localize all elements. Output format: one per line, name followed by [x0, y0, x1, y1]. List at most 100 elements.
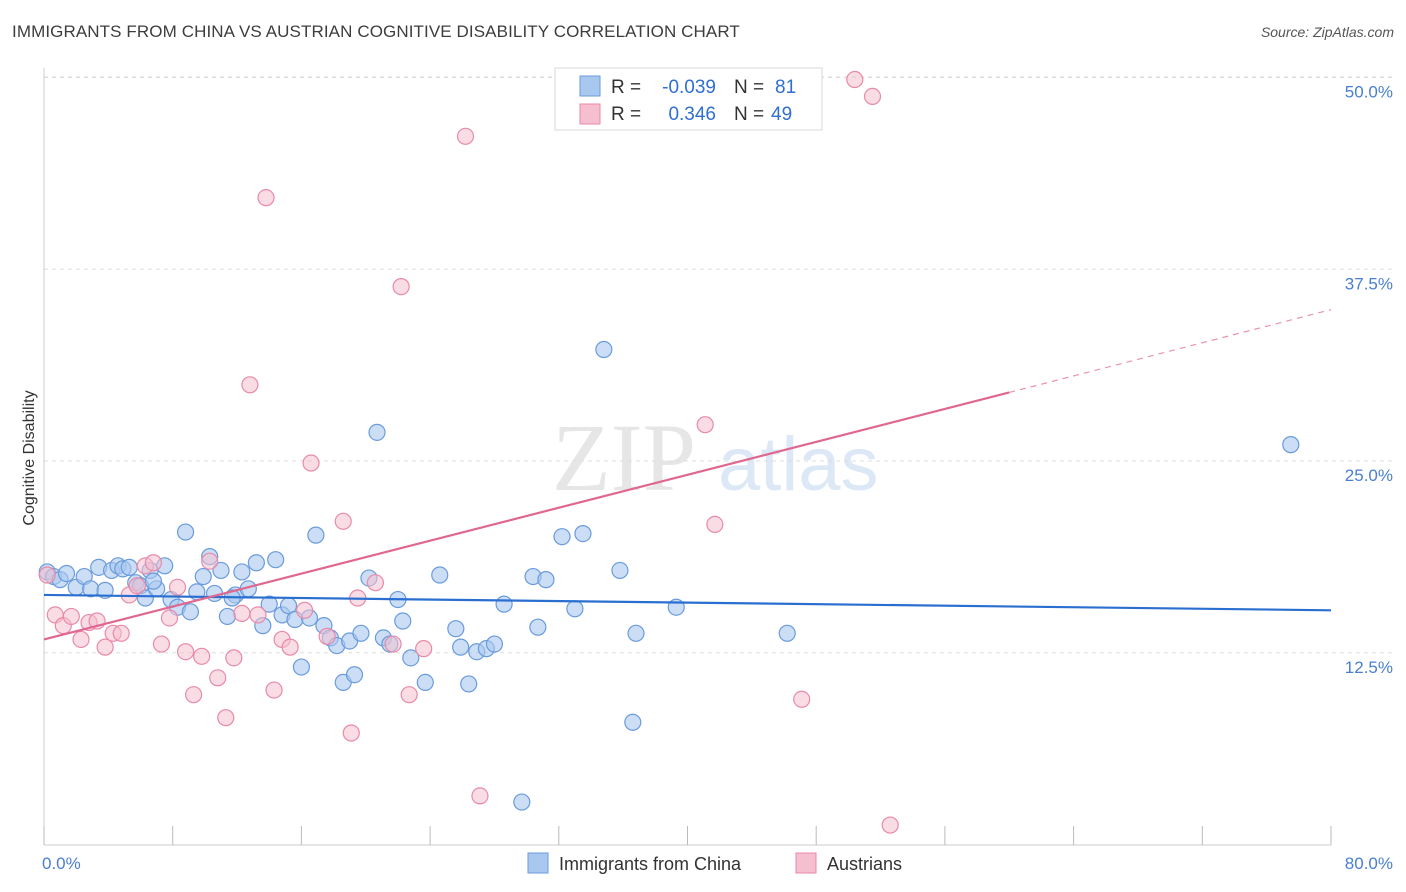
point-austrians — [185, 686, 203, 704]
stats-legend-swatch-blue — [579, 75, 601, 97]
point-austrians — [38, 566, 56, 584]
point-austrians — [456, 127, 475, 145]
stats-r-value-blue: -0.039 — [662, 77, 716, 98]
point-immigrants-from-china — [307, 526, 325, 544]
trend-line-austrians — [43, 391, 1010, 641]
point-immigrants-from-china — [218, 607, 236, 626]
point-austrians — [281, 638, 299, 656]
trend-line-austrians-extension — [1009, 309, 1332, 394]
point-immigrants-from-china — [144, 572, 162, 590]
point-immigrants-from-china — [181, 603, 199, 621]
stats-n-label-blue: N = — [734, 77, 764, 98]
point-immigrants-from-china — [1282, 436, 1300, 454]
point-immigrants-from-china — [566, 600, 584, 618]
legend-swatch-austrians — [795, 852, 817, 874]
point-immigrants-from-china — [416, 673, 434, 691]
point-austrians — [302, 454, 320, 472]
point-immigrants-from-china — [595, 340, 613, 359]
point-immigrants-from-china — [402, 649, 420, 667]
stats-r-label-blue: R = — [611, 77, 641, 98]
point-austrians — [793, 690, 811, 708]
point-austrians — [318, 627, 336, 645]
point-austrians — [366, 574, 385, 592]
point-austrians — [201, 552, 219, 570]
point-immigrants-from-china — [537, 571, 555, 589]
point-austrians — [62, 607, 80, 626]
point-immigrants-from-china — [553, 528, 571, 546]
point-austrians — [249, 606, 267, 624]
point-immigrants-from-china — [96, 581, 114, 599]
point-immigrants-from-china — [120, 558, 138, 576]
point-immigrants-from-china — [460, 675, 478, 693]
y-axis-title: Cognitive Disability — [21, 390, 38, 525]
point-austrians — [863, 87, 882, 106]
series-immigrants-from-china — [38, 340, 1300, 811]
point-austrians — [334, 512, 352, 530]
point-austrians — [696, 416, 714, 434]
point-austrians — [217, 709, 235, 727]
point-austrians — [342, 724, 360, 742]
stats-legend-swatch-pink — [579, 103, 601, 125]
point-immigrants-from-china — [627, 624, 645, 642]
point-immigrants-from-china — [345, 666, 364, 684]
y-tick-label: 25.0% — [1345, 466, 1393, 485]
point-immigrants-from-china — [233, 563, 251, 581]
point-immigrants-from-china — [485, 635, 504, 653]
point-austrians — [160, 609, 179, 627]
bottom-legend: Immigrants from China Austrians — [527, 852, 902, 874]
point-austrians — [265, 681, 283, 699]
trend-line-immigrants-from-china — [43, 593, 1332, 612]
source-label: Source: ZipAtlas.com — [1260, 24, 1394, 40]
point-immigrants-from-china — [260, 595, 278, 613]
point-austrians — [168, 578, 187, 596]
tick-labels: 12.5% 25.0% 37.5% 50.0% 0.0% 80.0% — [42, 83, 1393, 874]
point-immigrants-from-china — [495, 595, 513, 613]
point-immigrants-from-china — [292, 658, 310, 676]
stats-legend: R = -0.039 N = 81 R = 0.346 N = 49 — [554, 67, 823, 131]
point-immigrants-from-china — [247, 554, 265, 572]
point-immigrants-from-china — [447, 620, 465, 638]
point-immigrants-from-china — [431, 566, 449, 584]
legend-label-immigrants-from-china: Immigrants from China — [559, 854, 742, 874]
point-immigrants-from-china — [368, 423, 386, 441]
watermark-atlas: atlas — [718, 422, 879, 507]
point-austrians — [233, 604, 251, 622]
point-immigrants-from-china — [452, 638, 470, 656]
point-immigrants-from-china — [394, 612, 412, 630]
stats-n-value-pink: 49 — [771, 104, 792, 125]
y-tick-label: 37.5% — [1345, 274, 1393, 293]
point-immigrants-from-china — [176, 523, 195, 541]
point-austrians — [471, 787, 489, 805]
legend-swatch-immigrants-from-china — [527, 852, 549, 874]
legend-label-austrians: Austrians — [827, 854, 902, 874]
x-tick-label-max: 80.0% — [1345, 854, 1393, 873]
point-austrians — [241, 376, 259, 394]
point-austrians — [392, 278, 410, 296]
point-austrians — [128, 577, 146, 595]
stats-r-label-pink: R = — [611, 104, 641, 125]
point-immigrants-from-china — [624, 713, 642, 731]
point-austrians — [112, 624, 130, 642]
point-austrians — [846, 70, 864, 89]
point-austrians — [152, 635, 171, 653]
point-immigrants-from-china — [267, 551, 285, 569]
point-immigrants-from-china — [212, 561, 230, 580]
point-austrians — [176, 643, 195, 661]
point-austrians — [72, 630, 90, 649]
point-austrians — [296, 601, 314, 619]
point-austrians — [415, 640, 433, 658]
point-austrians — [257, 189, 275, 207]
point-austrians — [400, 686, 418, 704]
point-immigrants-from-china — [513, 793, 531, 811]
point-immigrants-from-china — [352, 624, 370, 642]
stats-n-value-blue: 81 — [775, 77, 796, 98]
series-austrians — [38, 70, 899, 834]
y-tick-label: 50.0% — [1345, 83, 1393, 102]
point-austrians — [706, 515, 724, 533]
point-immigrants-from-china — [136, 589, 154, 607]
axes — [43, 68, 1332, 846]
watermark-zip: ZIP — [552, 404, 696, 511]
point-immigrants-from-china — [194, 567, 212, 586]
point-austrians — [384, 635, 402, 653]
